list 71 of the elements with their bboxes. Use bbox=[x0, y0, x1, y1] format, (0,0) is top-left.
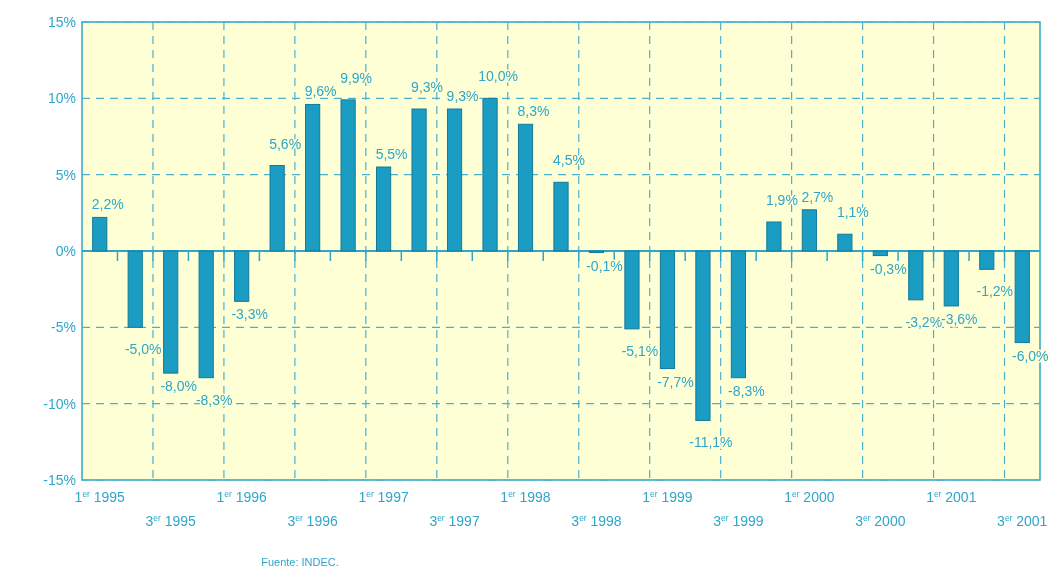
x-tick-label: 1$^{er}$ 2001 bbox=[926, 489, 977, 505]
x-tick-label: 1$^{er}$ 1998 bbox=[500, 489, 551, 505]
data-label: -3,6% bbox=[941, 310, 978, 327]
bar bbox=[376, 166, 392, 252]
bar bbox=[305, 103, 321, 252]
bar bbox=[624, 250, 640, 330]
data-label: -5,1% bbox=[621, 342, 659, 359]
y-tick-label: 15% bbox=[47, 14, 76, 30]
x-tick-label: 3$^{er}$ 2000 bbox=[855, 513, 906, 529]
data-label: 2,7% bbox=[801, 188, 834, 205]
data-label: 4,5% bbox=[553, 152, 585, 169]
bar bbox=[92, 216, 108, 252]
bar bbox=[730, 250, 746, 379]
x-tick-label: 1$^{er}$ 2000 bbox=[784, 489, 835, 505]
bar bbox=[234, 250, 250, 302]
data-label: 5,6% bbox=[269, 135, 302, 152]
bar bbox=[482, 97, 498, 252]
x-tick-label: 1$^{er}$ 1997 bbox=[358, 489, 409, 505]
y-tick-label: 10% bbox=[47, 90, 76, 107]
data-label: -11,1% bbox=[689, 434, 733, 451]
y-tick-label: 0% bbox=[55, 243, 76, 259]
bar bbox=[411, 108, 427, 252]
x-tick-label: 1$^{er}$ 1999 bbox=[642, 489, 693, 505]
bar bbox=[127, 250, 143, 328]
bar bbox=[340, 99, 356, 252]
bar bbox=[446, 108, 463, 252]
data-label: -5,0% bbox=[124, 341, 162, 358]
source-note: Fuente: INDEC. bbox=[261, 556, 339, 568]
x-tick-label: 3$^{er}$ 1995 bbox=[145, 513, 197, 529]
x-tick-label: 3$^{er}$ 2001 bbox=[997, 513, 1048, 529]
bar bbox=[517, 123, 534, 252]
y-tick-label: -10% bbox=[43, 395, 76, 412]
bar bbox=[979, 250, 995, 270]
y-tick-label: -15% bbox=[43, 472, 76, 488]
data-label: -0,3% bbox=[870, 260, 907, 277]
bar bbox=[801, 209, 817, 252]
data-label: 9,9% bbox=[340, 69, 373, 86]
y-tick-label: -5% bbox=[51, 319, 76, 336]
data-label: 1,1% bbox=[836, 204, 869, 221]
x-tick-label: 1$^{er}$ 1996 bbox=[216, 489, 268, 505]
x-tick-label: 3$^{er}$ 1996 bbox=[287, 513, 338, 529]
bar bbox=[766, 221, 782, 252]
bar bbox=[908, 250, 924, 301]
bar bbox=[695, 250, 711, 421]
bar bbox=[943, 250, 959, 307]
data-label: 8,3% bbox=[517, 103, 550, 120]
x-tick-label: 1$^{er}$ 1995 bbox=[74, 489, 126, 505]
bar bbox=[198, 250, 214, 379]
data-label: 5,5% bbox=[375, 146, 408, 163]
x-tick-label: 3$^{er}$ 1999 bbox=[713, 513, 764, 529]
data-label: -8,0% bbox=[160, 378, 197, 395]
data-label: 1,9% bbox=[765, 191, 798, 208]
bar bbox=[659, 250, 676, 370]
bar bbox=[872, 250, 888, 257]
x-tick-label: 3$^{er}$ 1998 bbox=[571, 513, 622, 529]
bar bbox=[553, 181, 569, 252]
data-label: -3,3% bbox=[231, 306, 268, 323]
data-label: 2,2% bbox=[91, 196, 124, 213]
data-label: 9,3% bbox=[411, 79, 444, 96]
x-tick-label: 3$^{er}$ 1997 bbox=[429, 513, 480, 529]
data-label: -7,7% bbox=[657, 373, 694, 390]
bar bbox=[837, 233, 853, 252]
data-label: -8,3% bbox=[728, 382, 765, 399]
data-label: -0,1% bbox=[586, 257, 623, 274]
bar bbox=[269, 165, 285, 252]
bar bbox=[163, 250, 179, 374]
y-tick-label: 5% bbox=[55, 166, 76, 183]
bar bbox=[1014, 250, 1030, 344]
data-label: 9,6% bbox=[304, 83, 337, 100]
data-label: 10,0% bbox=[478, 68, 518, 85]
data-label: -3,2% bbox=[905, 313, 943, 330]
